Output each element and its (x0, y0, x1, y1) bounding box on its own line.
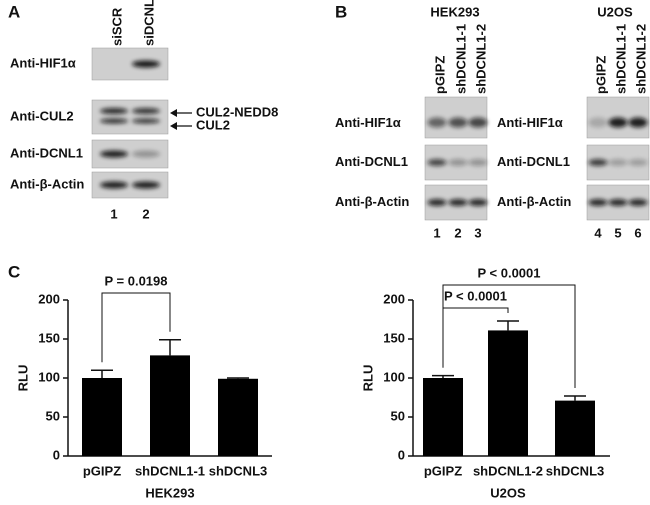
band (628, 159, 648, 166)
band-label: CUL2-NEDD8 (196, 104, 278, 119)
lane-number: 5 (614, 225, 621, 240)
band (628, 199, 648, 206)
band (588, 159, 608, 166)
band (100, 150, 128, 158)
column-header: shDCNL1-2 (633, 24, 648, 94)
column-header: pGIPZ (432, 56, 447, 94)
band (100, 181, 128, 189)
y-tick-label: 150 (38, 330, 60, 345)
band (608, 199, 628, 206)
y-tick-label: 100 (38, 369, 60, 384)
row-label: Anti-HIF1α (10, 55, 76, 70)
column-header: shDCNL1-2 (473, 24, 488, 94)
x-axis-label: U2OS (490, 485, 526, 500)
x-tick-label: pGIPZ (83, 463, 121, 478)
band (132, 60, 160, 68)
band (608, 159, 628, 166)
row-label: Anti-CUL2 (10, 108, 74, 123)
panel-label: C (8, 262, 20, 281)
bar (555, 400, 595, 456)
row-label: Anti-HIF1α (335, 115, 401, 130)
panel-label: B (335, 2, 347, 21)
y-tick-label: 200 (38, 291, 60, 306)
panel-label: A (8, 2, 20, 21)
band (588, 117, 608, 128)
column-header: siSCR (109, 7, 124, 46)
lane-number: 2 (454, 225, 461, 240)
x-tick-label: shDCNL1-1 (135, 463, 205, 478)
band (448, 159, 468, 166)
y-tick-label: 50 (46, 408, 60, 423)
bar (218, 378, 258, 456)
p-value: P = 0.0198 (104, 273, 167, 288)
band (132, 150, 160, 158)
p-value: P < 0.0001 (444, 288, 507, 303)
lane-number: 2 (142, 206, 149, 221)
band (100, 108, 128, 114)
row-label: Anti-β-Actin (497, 194, 571, 209)
band (468, 159, 488, 166)
bar (488, 330, 528, 456)
blot-strip (424, 96, 488, 139)
y-tick-label: 0 (398, 447, 405, 462)
band (132, 108, 160, 114)
x-tick-label: shDCNL1-2 (473, 463, 543, 478)
x-tick-label: shDCNL3 (209, 463, 268, 478)
lane-number: 4 (594, 225, 602, 240)
x-tick-label: pGIPZ (424, 463, 462, 478)
band (628, 117, 648, 128)
blot-strip (91, 99, 169, 135)
band (468, 199, 488, 206)
band (448, 117, 468, 128)
row-label: Anti-β-Actin (10, 176, 84, 191)
row-label: Anti-HIF1α (497, 115, 563, 130)
row-label: Anti-DCNL1 (335, 154, 408, 169)
significance-bracket (101, 292, 171, 363)
band (468, 117, 488, 128)
y-tick-label: 100 (383, 369, 405, 384)
row-label: Anti-β-Actin (335, 194, 409, 209)
bar (423, 378, 463, 456)
y-tick-label: 0 (53, 447, 60, 462)
band (132, 118, 160, 124)
band (427, 117, 447, 128)
arrow-head (170, 122, 177, 130)
row-label: Anti-DCNL1 (10, 145, 83, 160)
bar (150, 355, 190, 456)
y-tick-label: 150 (383, 330, 405, 345)
column-header: siDCNL1 (141, 0, 156, 46)
lane-number: 6 (634, 225, 641, 240)
bar (82, 378, 122, 456)
lane-number: 1 (433, 225, 440, 240)
cell-line: U2OS (597, 4, 633, 19)
row-label: Anti-DCNL1 (497, 154, 570, 169)
y-axis-label: RLU (15, 365, 30, 392)
x-axis-label: HEK293 (145, 485, 194, 500)
band (588, 199, 608, 206)
y-axis-label: RLU (360, 365, 375, 392)
band-label: CUL2 (196, 117, 230, 132)
cell-line: HEK293 (430, 4, 479, 19)
y-tick-label: 200 (383, 291, 405, 306)
band (608, 117, 628, 128)
arrow-head (170, 109, 177, 117)
column-header: shDCNL1-1 (613, 24, 628, 94)
lane-number: 3 (474, 225, 481, 240)
column-header: shDCNL1-1 (453, 24, 468, 94)
significance-bracket (442, 284, 576, 388)
band (427, 199, 447, 206)
band (448, 199, 468, 206)
column-header: pGIPZ (593, 56, 608, 94)
band (100, 118, 128, 124)
band (427, 159, 447, 166)
lane-number: 1 (110, 206, 117, 221)
y-tick-label: 50 (391, 408, 405, 423)
p-value: P < 0.0001 (477, 265, 540, 280)
band (132, 181, 160, 189)
x-tick-label: shDCNL3 (546, 463, 605, 478)
